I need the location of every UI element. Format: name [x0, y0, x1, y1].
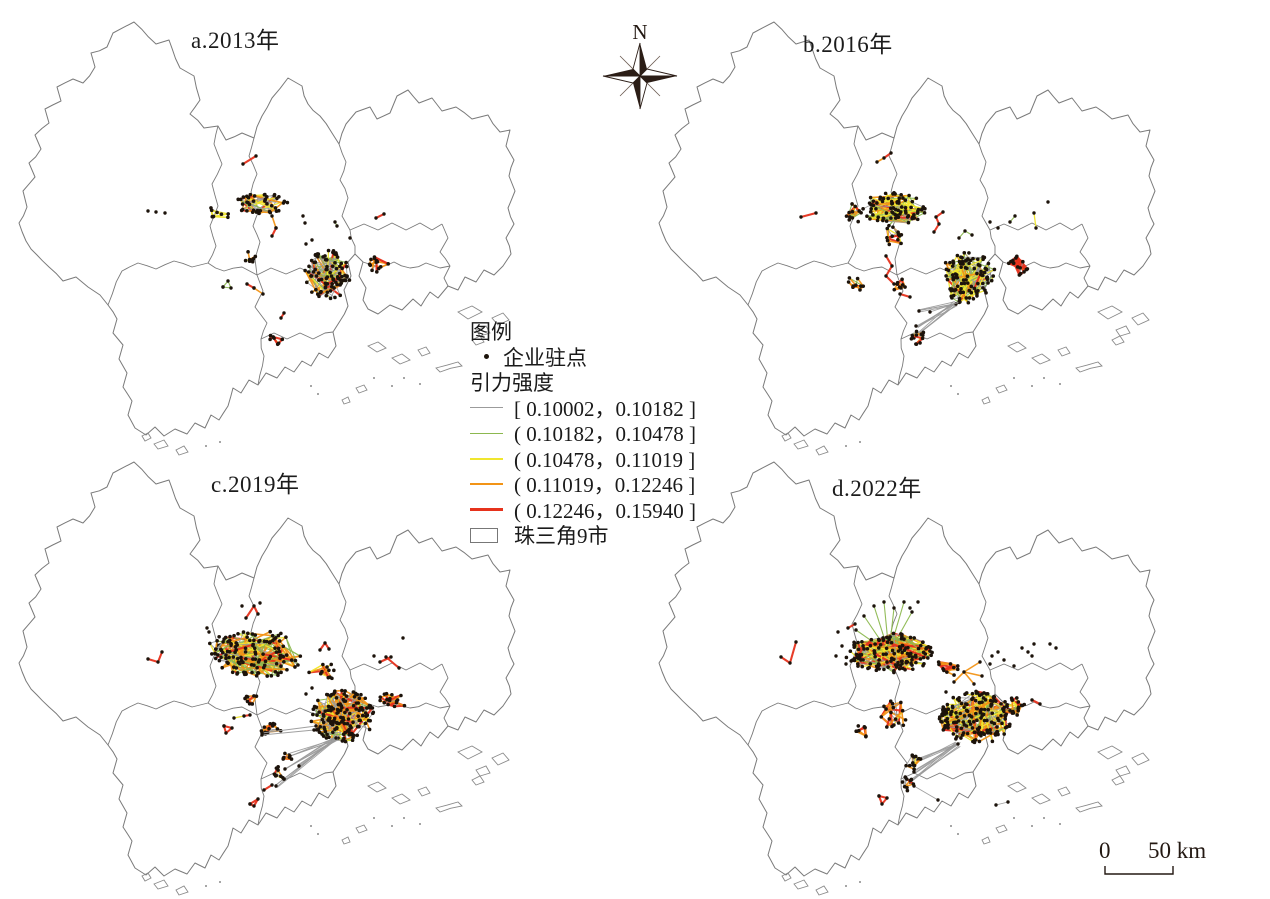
- scale-bar: 0 50 km: [1090, 838, 1265, 892]
- panel-title-2022: d.2022年: [832, 476, 922, 501]
- scale-bar-icon: [1104, 866, 1174, 875]
- orange-line-swatch-icon: [470, 483, 503, 486]
- legend-class-range: [ 0.10002，0.10182 ]: [514, 396, 696, 421]
- panel-title-2016: b.2016年: [803, 32, 893, 57]
- panel-title-2019: c.2019年: [211, 472, 300, 497]
- compass-star-icon: [602, 42, 678, 110]
- gray-line-swatch-icon: [470, 407, 503, 409]
- legend-class-row: ( 0.12246，0.15940 ]: [470, 497, 750, 523]
- legend-class-list: [ 0.10002，0.10182 ]( 0.10182，0.10478 ]( …: [470, 395, 750, 523]
- legend-title: 图例: [470, 320, 512, 344]
- panel-2019: c.2019年: [6, 456, 626, 899]
- map-2019: [18, 461, 516, 896]
- legend-class-row: ( 0.10182，0.10478 ]: [470, 421, 750, 447]
- legend-class-row: ( 0.11019，0.12246 ]: [470, 472, 750, 498]
- legend-class-range: ( 0.11019，0.12246 ]: [514, 473, 696, 498]
- green-line-swatch-icon: [470, 432, 503, 434]
- yellow-line-swatch-icon: [470, 457, 503, 460]
- compass-north-label: N: [632, 20, 648, 44]
- red-line-swatch-icon: [470, 508, 503, 512]
- legend: 图例 企业驻点 引力强度 [ 0.10002，0.10182 ]( 0.1018…: [470, 318, 750, 548]
- enterprise-point-icon: [484, 354, 489, 360]
- legend-class-row: [ 0.10002，0.10182 ]: [470, 395, 750, 421]
- legend-class-range: ( 0.12246，0.15940 ]: [514, 498, 696, 523]
- map-2022: [658, 461, 1156, 896]
- map-2016: [658, 21, 1156, 456]
- boundary-swatch-icon: [470, 527, 498, 543]
- legend-class-range: ( 0.10182，0.10478 ]: [514, 422, 696, 447]
- panel-2022: d.2022年: [646, 456, 1266, 899]
- legend-class-range: ( 0.10478，0.11019 ]: [514, 447, 696, 472]
- legend-item-enterprise-point: 企业驻点: [470, 344, 750, 370]
- compass-rose: N: [598, 22, 682, 121]
- legend-class-row: ( 0.10478，0.11019 ]: [470, 446, 750, 472]
- panel-2016: b.2016年: [646, 16, 1266, 461]
- panel-title-2013: a.2013年: [191, 28, 280, 53]
- scale-distance-label: 50 km: [1148, 838, 1207, 863]
- panel-2013: a.2013年: [6, 16, 626, 461]
- map-2013: [18, 21, 516, 456]
- legend-strength-title: 引力强度: [470, 371, 554, 396]
- legend-item-boundary: 珠三角9市: [470, 523, 750, 548]
- scale-zero-label: 0: [1099, 838, 1111, 863]
